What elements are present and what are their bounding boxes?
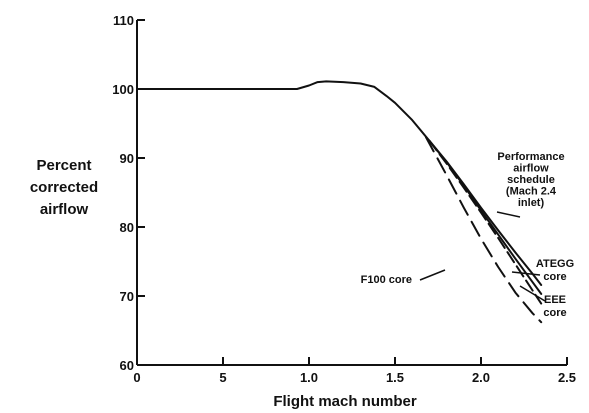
annotation-f100-core-line: F100 core xyxy=(361,274,412,286)
y-tick-label: 60 xyxy=(120,358,134,373)
annotation-performance-airflow-schedule-leader xyxy=(496,211,521,218)
y-tick-label: 90 xyxy=(120,151,134,166)
annotation-eee-core-line: core xyxy=(543,307,566,319)
annotation-eee-core-line: EEE xyxy=(544,294,566,306)
chart-ticks: 60 70 80 90 100 110 0 5 1.0 1.5 2.0 2.5 xyxy=(112,13,576,385)
annotation-performance-airflow-schedule-line: Performance xyxy=(497,151,564,163)
x-tick-label: 1.0 xyxy=(300,370,318,385)
series-f100-core xyxy=(425,136,543,324)
annotation-performance-airflow-schedule-line: schedule xyxy=(507,174,555,186)
annotation-performance-airflow-schedule-line: airflow xyxy=(513,163,549,175)
y-tick-label: 80 xyxy=(120,220,134,235)
series-performance-airflow-schedule xyxy=(136,80,543,286)
chart-series xyxy=(136,80,543,324)
series-ategg-core xyxy=(428,139,543,295)
x-tick-label: 0 xyxy=(133,370,140,385)
x-tick-label: 5 xyxy=(219,370,226,385)
annotation-f100-core-leader xyxy=(419,269,446,281)
x-tick-label: 2.0 xyxy=(472,370,490,385)
chart-axes xyxy=(136,20,567,366)
annotation-eee-core-leader xyxy=(519,285,546,302)
y-tick-label: 70 xyxy=(120,289,134,304)
x-tick-label: 1.5 xyxy=(386,370,404,385)
series-eee-core xyxy=(428,139,543,305)
x-tick-label: 2.5 xyxy=(558,370,576,385)
y-tick-label: 110 xyxy=(113,13,134,28)
y-tick-label: 100 xyxy=(112,82,134,97)
y-axis-label-line-2: corrected xyxy=(30,179,98,196)
annotation-ategg-core-leader xyxy=(511,271,541,276)
annotation-performance-airflow-schedule-line: (Mach 2.4 xyxy=(506,186,557,198)
annotation-performance-airflow-schedule-line: inlet) xyxy=(518,197,545,209)
x-axis-label: Flight mach number xyxy=(273,393,417,410)
y-axis-label-line-1: Percent xyxy=(36,157,91,174)
annotation-ategg-core-line: ATEGG xyxy=(536,258,574,270)
y-axis-label-line-3: airflow xyxy=(40,201,89,218)
annotation-ategg-core-line: core xyxy=(543,271,566,283)
